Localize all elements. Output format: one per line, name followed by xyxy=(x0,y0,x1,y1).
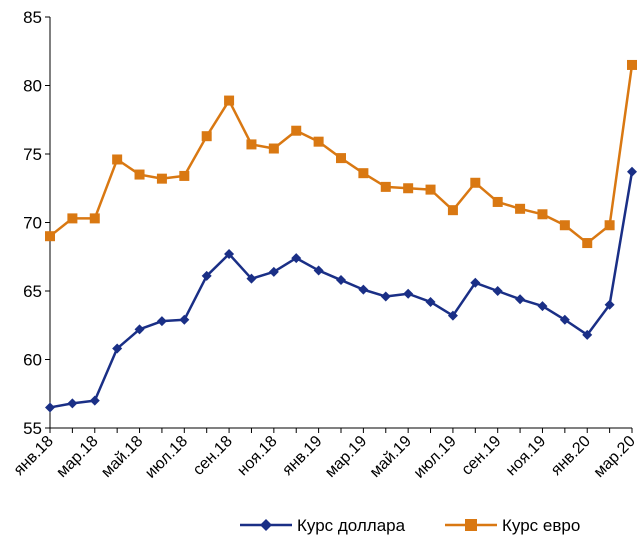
data-point xyxy=(156,316,167,327)
data-point xyxy=(201,270,212,281)
data-point xyxy=(45,231,55,242)
x-tick-label: ноя.18 xyxy=(234,433,280,479)
data-point xyxy=(515,294,526,305)
data-point xyxy=(403,288,414,299)
data-point xyxy=(291,253,302,264)
data-point xyxy=(358,168,369,179)
legend: Курс доллара Курс евро xyxy=(240,516,580,535)
data-point xyxy=(627,59,637,70)
legend-item: Курс доллара xyxy=(240,516,406,535)
data-point xyxy=(447,310,458,321)
data-point xyxy=(112,154,123,165)
y-axis: 55 60 65 70 75 80 85 xyxy=(23,8,51,438)
series-line xyxy=(49,171,634,409)
data-point xyxy=(582,238,593,249)
series-layer xyxy=(45,59,637,413)
legend-label: Курс евро xyxy=(502,516,580,535)
data-point xyxy=(246,139,257,150)
data-point xyxy=(582,329,593,340)
x-tick-label: янв.19 xyxy=(279,433,325,479)
data-point xyxy=(89,395,100,406)
x-tick-label: сен.18 xyxy=(190,433,236,479)
legend-label: Курс доллара xyxy=(297,516,406,535)
x-tick-label: июл.18 xyxy=(142,433,191,482)
data-point xyxy=(380,181,391,192)
y-tick-label: 80 xyxy=(23,77,42,96)
legend-marker xyxy=(260,519,272,531)
data-point xyxy=(537,209,548,220)
x-tick-label: мар.19 xyxy=(322,433,370,481)
y-tick-label: 70 xyxy=(23,214,42,233)
data-point xyxy=(45,402,55,413)
data-point xyxy=(89,213,100,224)
data-point xyxy=(380,291,391,302)
data-point xyxy=(313,136,324,147)
data-point xyxy=(313,265,324,276)
data-point xyxy=(627,166,637,177)
data-point xyxy=(447,205,458,216)
x-tick-label: май.19 xyxy=(367,433,415,481)
legend-marker xyxy=(465,519,477,531)
data-point xyxy=(246,273,257,284)
data-point xyxy=(537,301,548,312)
data-point xyxy=(224,249,235,260)
data-point xyxy=(336,153,346,164)
data-point xyxy=(492,286,503,296)
y-tick-label: 60 xyxy=(23,351,42,370)
data-point xyxy=(492,196,503,207)
data-point xyxy=(67,213,78,224)
x-axis: янв.18мар.18май.18июл.18сен.18ноя.18янв.… xyxy=(11,427,637,482)
x-tick-label: мар.18 xyxy=(53,433,101,481)
data-point xyxy=(67,398,78,409)
data-point xyxy=(134,324,145,335)
y-tick-label: 85 xyxy=(23,8,42,27)
x-tick-label: янв.18 xyxy=(11,433,57,479)
data-point xyxy=(470,277,481,288)
data-point xyxy=(156,173,167,184)
y-tick-label: 75 xyxy=(23,145,42,164)
data-point xyxy=(604,220,615,231)
data-point xyxy=(201,131,212,142)
data-point xyxy=(604,299,615,310)
data-point xyxy=(425,184,436,195)
data-point xyxy=(268,143,279,154)
x-tick-label: мар.20 xyxy=(591,433,637,481)
y-tick-label: 55 xyxy=(23,419,42,438)
x-tick-label: ноя.19 xyxy=(503,433,549,479)
data-point xyxy=(112,343,123,354)
x-tick-label: сен.19 xyxy=(459,433,505,479)
data-point xyxy=(425,296,436,307)
series-eur xyxy=(45,59,637,249)
data-point xyxy=(268,266,279,277)
data-point xyxy=(470,177,481,188)
data-point xyxy=(224,95,235,106)
data-point xyxy=(515,203,526,214)
data-point xyxy=(291,125,302,136)
x-tick-label: май.18 xyxy=(98,433,146,481)
data-point xyxy=(336,275,346,286)
data-point xyxy=(403,183,414,194)
series-usd xyxy=(45,166,637,413)
data-point xyxy=(179,314,190,325)
data-point xyxy=(179,170,190,181)
data-point xyxy=(358,284,369,295)
legend-item: Курс евро xyxy=(445,516,580,535)
x-tick-label: июл.19 xyxy=(411,433,460,482)
y-tick-label: 65 xyxy=(23,282,42,301)
data-point xyxy=(559,220,570,231)
data-point xyxy=(134,169,145,180)
data-point xyxy=(559,314,570,325)
x-tick-label: янв.20 xyxy=(548,433,594,479)
